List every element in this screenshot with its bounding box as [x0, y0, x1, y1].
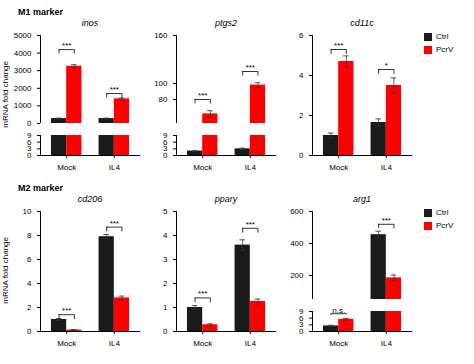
svg-text:0: 0: [163, 151, 168, 161]
svg-text:***: ***: [334, 41, 343, 50]
svg-text:2: 2: [163, 279, 168, 288]
svg-text:600: 600: [290, 207, 304, 216]
svg-text:9: 9: [299, 307, 304, 316]
svg-text:2000: 2000: [14, 84, 32, 93]
svg-text:2: 2: [299, 111, 304, 120]
svg-text:5000: 5000: [14, 31, 32, 40]
svg-text:6: 6: [27, 255, 32, 264]
svg-text:80: 80: [159, 95, 168, 104]
html-text:PcrV: PcrV: [436, 221, 454, 230]
svg-text:3: 3: [299, 320, 304, 330]
svg-text:5: 5: [163, 207, 168, 216]
svg-text:n.s.: n.s.: [332, 306, 345, 315]
svg-text:6: 6: [27, 137, 32, 147]
svg-text:IL4: IL4: [109, 339, 121, 347]
svg-text:***: ***: [62, 41, 71, 50]
svg-text:0: 0: [299, 327, 304, 337]
svg-text:Mock: Mock: [193, 163, 213, 171]
svg-text:8: 8: [27, 231, 32, 240]
svg-text:Mock: Mock: [193, 339, 213, 347]
svg-text:***: ***: [246, 220, 255, 229]
svg-text:Mock: Mock: [57, 163, 77, 171]
svg-text:IL4: IL4: [381, 339, 393, 347]
svg-text:3: 3: [163, 255, 168, 264]
html-text:arg1: arg1: [353, 194, 371, 204]
svg-text:***: ***: [198, 91, 207, 100]
html-text:ptgs2: ptgs2: [215, 18, 237, 28]
svg-text:3000: 3000: [14, 66, 32, 75]
svg-text:9: 9: [27, 131, 32, 140]
svg-text:6: 6: [299, 313, 304, 323]
html-text:PcrV: PcrV: [436, 45, 454, 54]
html-text:M1 marker: M1 marker: [18, 7, 63, 17]
html-text:Ctrl: Ctrl: [436, 208, 449, 217]
svg-text:9: 9: [163, 131, 168, 140]
svg-text:IL4: IL4: [245, 339, 257, 347]
svg-text:Mock: Mock: [329, 339, 349, 347]
svg-text:3: 3: [27, 144, 32, 154]
svg-text:6: 6: [299, 31, 304, 40]
html-text:cd206: cd206: [77, 194, 103, 204]
html-text:inos: inos: [81, 18, 99, 28]
svg-text:10: 10: [23, 207, 32, 216]
svg-text:***: ***: [246, 63, 255, 72]
svg-text:4: 4: [163, 231, 168, 240]
svg-text:0: 0: [27, 151, 32, 161]
svg-text:Mock: Mock: [329, 163, 349, 171]
svg-text:4: 4: [299, 71, 304, 80]
svg-text:***: ***: [198, 289, 207, 298]
svg-text:IL4: IL4: [381, 163, 393, 171]
svg-text:***: ***: [110, 85, 119, 94]
svg-text:2: 2: [27, 303, 32, 312]
svg-text:IL4: IL4: [109, 163, 121, 171]
html-text:ppary: ppary: [214, 194, 238, 204]
html-text:cd11c: cd11c: [350, 18, 374, 28]
html-text:M2 marker: M2 marker: [18, 183, 63, 193]
svg-text:6: 6: [163, 137, 168, 147]
svg-text:4000: 4000: [14, 49, 32, 58]
svg-text:4: 4: [27, 279, 32, 288]
svg-text:0: 0: [163, 327, 168, 336]
svg-text:3: 3: [163, 144, 168, 154]
svg-text:200: 200: [290, 271, 304, 280]
svg-text:160: 160: [154, 31, 168, 40]
svg-text:***: ***: [110, 219, 119, 228]
svg-text:IL4: IL4: [245, 163, 257, 171]
svg-text:Mock: Mock: [57, 339, 77, 347]
svg-text:0: 0: [27, 119, 32, 128]
svg-text:0: 0: [299, 151, 304, 160]
html-text:Ctrl: Ctrl: [436, 32, 449, 41]
svg-text:1: 1: [163, 303, 168, 312]
svg-text:100: 100: [154, 79, 168, 88]
svg-text:***: ***: [62, 306, 71, 315]
svg-text:400: 400: [290, 239, 304, 248]
html-text:mRNA fold change: mRNA fold change: [0, 60, 10, 128]
svg-text:*: *: [385, 61, 388, 70]
svg-text:1000: 1000: [14, 101, 32, 110]
html-text:mRNA fold change: mRNA fold change: [0, 236, 10, 304]
svg-text:***: ***: [382, 216, 391, 225]
svg-text:0: 0: [27, 327, 32, 336]
